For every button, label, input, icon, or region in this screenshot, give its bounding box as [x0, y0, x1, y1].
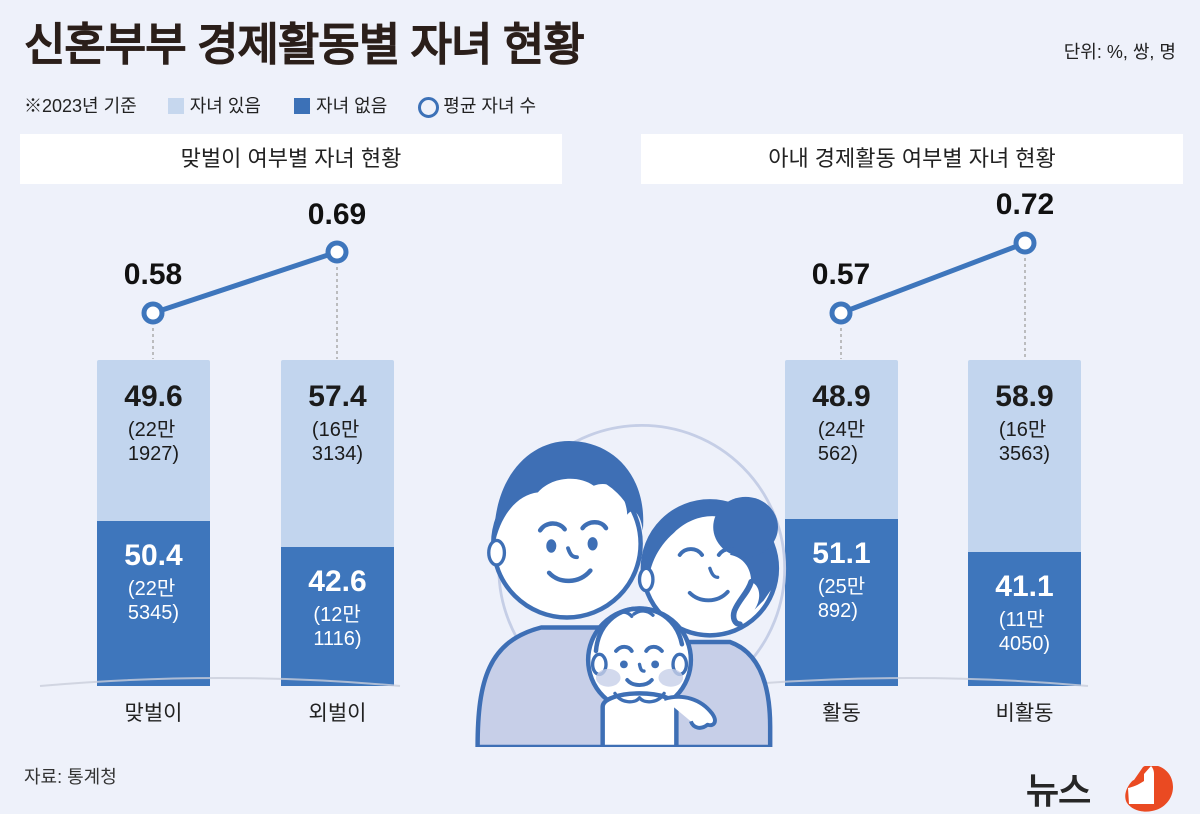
svg-text:뉴스: 뉴스 — [1026, 770, 1090, 811]
